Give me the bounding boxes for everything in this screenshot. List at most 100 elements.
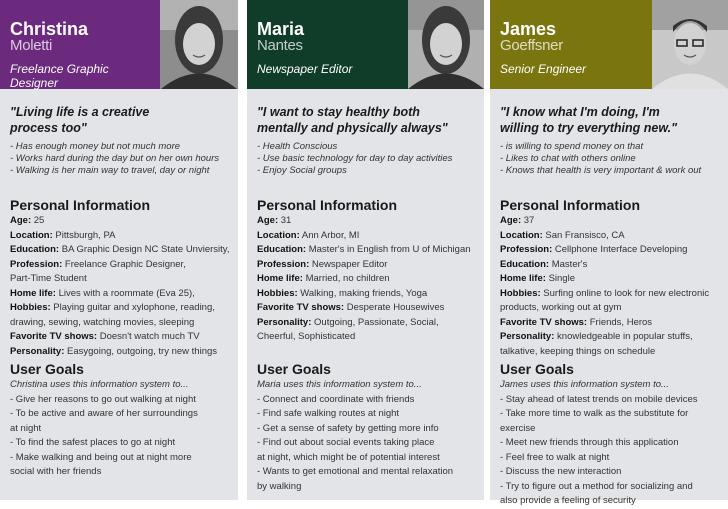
personal-info-value: Freelance Graphic Designer, Part-Time St… bbox=[10, 258, 186, 285]
personal-info-value: San Fransisco, CA bbox=[545, 229, 625, 241]
personal-info-value: Surfing online to look for new electroni… bbox=[500, 287, 710, 314]
user-goals-heading: User Goals bbox=[257, 361, 331, 377]
user-goal-item: - Give her reasons to go out walking at … bbox=[10, 393, 196, 405]
personal-info-value: Master's in English from U of Michigan bbox=[308, 244, 471, 255]
personal-info-row: Home life: Lives with a roommate (Eva 25… bbox=[10, 287, 242, 302]
persona-role: Freelance Graphic Designer bbox=[10, 62, 109, 90]
personal-info-label: Profession: bbox=[500, 244, 553, 255]
personal-info-row: Hobbies: Surfing online to look for new … bbox=[500, 287, 728, 316]
personal-info-heading: Personal Information bbox=[10, 197, 151, 213]
personal-info-value: Lives with a roommate (Eva 25), bbox=[58, 287, 195, 299]
personal-info-row: Profession: Freelance Graphic Designer, … bbox=[10, 258, 242, 287]
personal-info-row: Age: 25 bbox=[10, 214, 242, 229]
persona-traits: - Has enough money but not much more - Wo… bbox=[10, 141, 242, 176]
personal-info-heading: Personal Information bbox=[500, 197, 641, 213]
personal-info-label: Personality: bbox=[257, 316, 312, 328]
personal-info-label: Favorite TV shows: bbox=[10, 331, 98, 342]
man-portrait-photo bbox=[652, 0, 728, 89]
personal-info-label: Favorite TV shows: bbox=[257, 302, 345, 313]
personal-info-label: Location: bbox=[257, 229, 300, 241]
user-goal-item: - Feel free to walk at night bbox=[500, 451, 610, 463]
personal-info-label: Profession: bbox=[257, 258, 310, 270]
user-goal-item: - Stay ahead of latest trends on mobile … bbox=[500, 393, 698, 405]
personal-info-value: Walking, making friends, Yoga bbox=[300, 287, 428, 299]
persona-traits: - is willing to spend money on that - Lik… bbox=[500, 141, 728, 176]
personal-info-row: Hobbies: Walking, making friends, Yoga bbox=[257, 287, 489, 302]
personal-info-label: Personality: bbox=[10, 345, 65, 357]
personal-info-row: Home life: Married, no children bbox=[257, 272, 489, 287]
personal-info-value: Married, no children bbox=[305, 273, 390, 284]
personal-info-row: Personality: Easygoing, outgoing, try ne… bbox=[10, 345, 242, 360]
user-goals-list: Maria uses this information system to...… bbox=[257, 378, 489, 494]
personal-info-label: Home life: bbox=[500, 273, 546, 284]
user-goal-item: - Find out about social events taking pl… bbox=[257, 437, 440, 463]
personal-info-row: Education: BA Graphic Design NC State Un… bbox=[10, 243, 242, 258]
personal-info-value: 25 bbox=[33, 215, 45, 226]
persona-quote: "I know what I'm doing, I'm willing to t… bbox=[500, 105, 678, 135]
personal-info-value: 31 bbox=[280, 215, 292, 226]
personal-info-row: Age: 37 bbox=[500, 214, 728, 229]
persona-last-name: Nantes bbox=[257, 37, 303, 54]
personal-info-label: Education: bbox=[10, 244, 60, 255]
personal-info-label: Education: bbox=[500, 258, 550, 270]
personal-info-label: Home life: bbox=[10, 287, 56, 299]
persona-role: Newspaper Editor bbox=[257, 62, 353, 76]
personal-info-value: Newspaper Editor bbox=[311, 258, 388, 270]
persona-last-name: Goeffsner bbox=[500, 37, 563, 54]
trait-item: - Use basic technology for day to day ac… bbox=[257, 152, 453, 164]
trait-item: - Walking is her main way to travel, day… bbox=[10, 164, 210, 176]
personal-info-row: Favorite TV shows: Desperate Housewives bbox=[257, 301, 489, 316]
persona-card: James Goeffsner Senior Engineer "I know wh… bbox=[490, 0, 728, 506]
persona-quote: "I want to stay healthy both mentally an… bbox=[257, 105, 448, 135]
personal-info-value: Pittsburgh, PA bbox=[55, 229, 116, 241]
personal-info-row: Profession: Newspaper Editor bbox=[257, 258, 489, 273]
personal-info-value: BA Graphic Design NC State Unviersity, bbox=[61, 244, 230, 255]
personal-info-row: Education: Master's bbox=[500, 258, 728, 273]
personal-info-label: Personality: bbox=[500, 331, 555, 342]
personal-info-value: Ann Arbor, MI bbox=[301, 229, 360, 241]
user-goals-intro: Christina uses this information system t… bbox=[10, 379, 189, 390]
user-goals-heading: User Goals bbox=[10, 361, 84, 377]
persona-first-name: Christina bbox=[10, 19, 89, 39]
personal-info-row: Profession: Cellphone Interface Developi… bbox=[500, 243, 728, 258]
personal-info-label: Location: bbox=[500, 229, 543, 241]
personal-info-value: Easygoing, outgoing, try new things bbox=[67, 345, 218, 357]
personal-info-row: Favorite TV shows: Doesn't watch much TV bbox=[10, 330, 242, 345]
personal-info-row: Personality: Outgoing, Passionate, Socia… bbox=[257, 316, 489, 345]
personal-info-label: Age: bbox=[500, 215, 522, 226]
user-goal-item: - Discuss the new interaction bbox=[500, 466, 622, 477]
personal-info-value: Outgoing, Passionate, Social, Cheerful, … bbox=[257, 316, 439, 343]
personal-info-row: Location: Ann Arbor, MI bbox=[257, 229, 489, 244]
persona-first-name: James bbox=[500, 19, 557, 39]
persona-first-name: Maria bbox=[257, 19, 305, 39]
woman-portrait-photo bbox=[160, 0, 238, 89]
trait-item: - Works hard during the day but on her o… bbox=[10, 152, 220, 164]
user-goals-list: James uses this information system to...… bbox=[500, 378, 728, 509]
user-goal-item: - To be active and aware of her surround… bbox=[10, 408, 198, 434]
personal-info-label: Hobbies: bbox=[500, 287, 541, 299]
personal-info-row: Location: San Fransisco, CA bbox=[500, 229, 728, 244]
personal-info-value: Desperate Housewives bbox=[346, 302, 445, 313]
personal-info-row: Location: Pittsburgh, PA bbox=[10, 229, 242, 244]
personal-info-label: Favorite TV shows: bbox=[500, 316, 588, 328]
user-goals-list: Christina uses this information system t… bbox=[10, 378, 242, 480]
personal-info-label: Hobbies: bbox=[10, 302, 51, 313]
user-goal-item: - Try to figure out a method for sociali… bbox=[500, 480, 693, 507]
personal-info-label: Home life: bbox=[257, 273, 303, 284]
personal-info-list: Age: 37 Location: San Fransisco, CA Profes… bbox=[500, 214, 728, 359]
trait-item: - Enjoy Social groups bbox=[257, 164, 347, 176]
user-goal-item: - Connect and coordinate with friends bbox=[257, 393, 415, 405]
personal-info-heading: Personal Information bbox=[257, 197, 398, 213]
persona-role: Senior Engineer bbox=[500, 62, 587, 76]
user-goal-item: - Make walking and being out at night mo… bbox=[10, 451, 192, 478]
user-goal-item: - To find the safest places to go at nig… bbox=[10, 437, 176, 448]
trait-item: - Likes to chat with others online bbox=[500, 152, 636, 164]
persona-traits: - Health Conscious - Use basic technology… bbox=[257, 141, 489, 176]
personal-info-list: Age: 25 Location: Pittsburgh, PA Education… bbox=[10, 214, 242, 359]
personal-info-value: Single bbox=[548, 273, 575, 284]
personal-info-value: knowledgeable in popular stuffs, talkati… bbox=[500, 331, 693, 357]
user-goals-intro: James uses this information system to... bbox=[500, 379, 669, 390]
user-goal-item: - Wants to get emotional and mental rela… bbox=[257, 466, 454, 492]
personal-info-row: Age: 31 bbox=[257, 214, 489, 229]
user-goals-intro: Maria uses this information system to... bbox=[257, 379, 422, 390]
